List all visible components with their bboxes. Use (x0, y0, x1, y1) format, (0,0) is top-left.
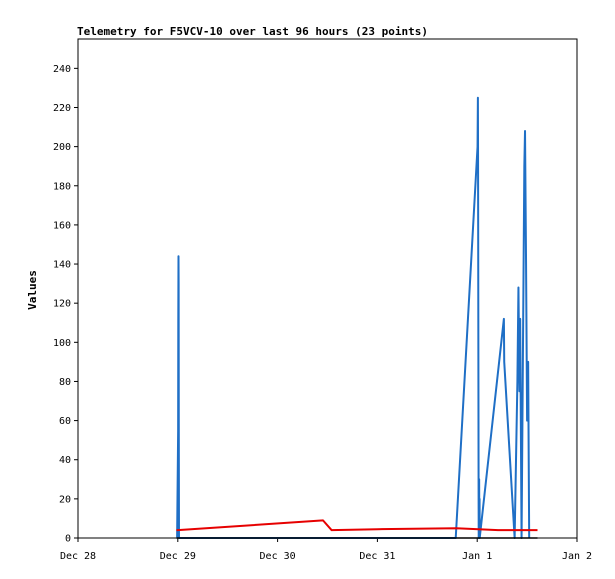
x-tick-label: Jan 1 (462, 551, 492, 562)
x-tick-label: Dec 29 (160, 551, 196, 562)
series-layer (176, 96, 538, 539)
y-tick-label: 120 (53, 299, 71, 310)
y-tick-label: 160 (53, 220, 71, 231)
y-tick-label: 180 (53, 181, 71, 192)
y-tick-label: 40 (59, 455, 71, 466)
y-tick-label: 140 (53, 260, 71, 271)
y-tick-label: 20 (59, 494, 71, 505)
y-tick-label: 100 (53, 338, 71, 349)
series-line-2 (176, 519, 538, 532)
x-tick-label: Dec 28 (60, 551, 96, 562)
y-tick-label: 0 (65, 534, 71, 545)
y-tick-label: 200 (53, 142, 71, 153)
y-tick-label: 220 (53, 103, 71, 114)
x-tick-label: Dec 31 (359, 551, 395, 562)
y-axis-label: Values (26, 270, 39, 310)
x-axis-ticks: Dec 28 Dec 29 Dec 30 Dec 31 Jan 1 Jan 2 (60, 538, 592, 562)
y-tick-label: 60 (59, 416, 71, 427)
plot-area (77, 38, 578, 539)
y-tick-label: 80 (59, 377, 71, 388)
x-tick-label: Jan 2 (562, 551, 592, 562)
y-tick-label: 240 (53, 64, 71, 75)
y-axis-ticks: 0 20 40 60 80 100 120 140 160 180 200 220 240 (53, 64, 78, 545)
chart-title: Telemetry for F5VCV-10 over last 96 hour… (77, 25, 428, 38)
x-tick-label: Dec 30 (260, 551, 296, 562)
